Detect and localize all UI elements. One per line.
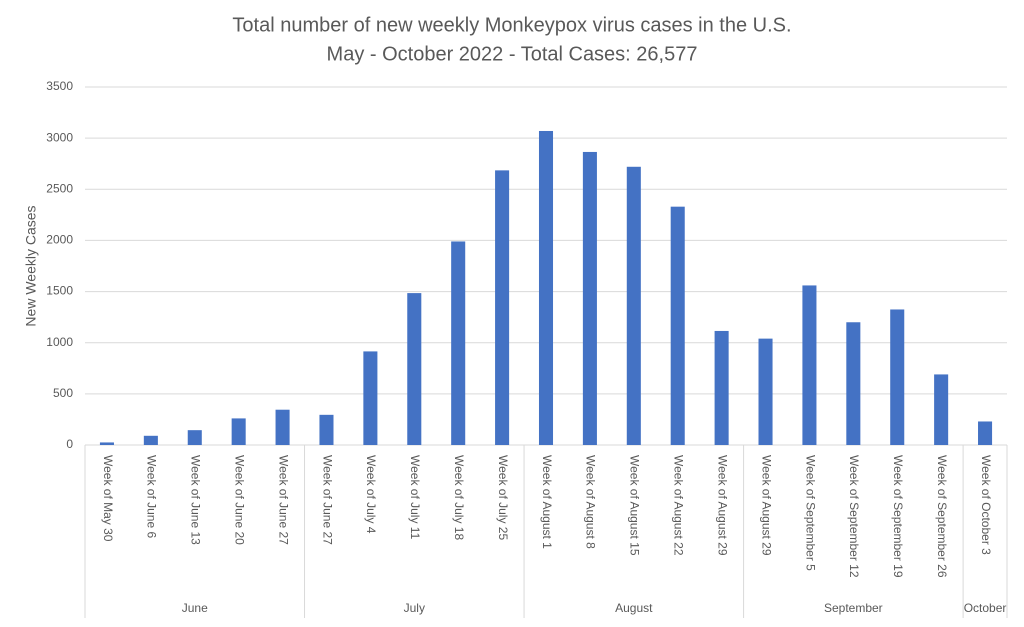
chart-subtitle: May - October 2022 - Total Cases: 26,577 (327, 43, 698, 65)
x-tick-label: Week of June 27 (276, 455, 290, 545)
x-tick-label: Week of September 19 (891, 455, 905, 578)
y-tick-label: 0 (66, 437, 73, 451)
x-tick-label: Week of August 29 (715, 455, 729, 556)
x-tick-label: Week of October 3 (979, 455, 993, 555)
x-tick-label: Week of September 5 (803, 455, 817, 571)
y-tick-label: 1500 (46, 284, 73, 298)
bar (934, 374, 949, 445)
x-tick-label: Week of August 8 (584, 455, 598, 549)
bar (890, 309, 905, 445)
y-tick-label: 3500 (46, 79, 73, 93)
bar (978, 421, 993, 445)
bar (495, 170, 510, 445)
bar (451, 241, 466, 445)
x-tick-label: Week of August 22 (672, 455, 686, 556)
bar (714, 330, 729, 445)
y-axis-label: New Weekly Cases (23, 205, 39, 326)
bar (670, 206, 685, 445)
bar (319, 414, 334, 445)
x-tick-label: Week of September 26 (935, 455, 949, 578)
bar (275, 409, 290, 445)
y-tick-label: 3000 (46, 130, 73, 144)
x-tick-label: Week of May 30 (101, 455, 115, 542)
bar (802, 285, 817, 445)
bar (231, 418, 246, 445)
bar (582, 151, 597, 446)
group-label: July (404, 601, 425, 615)
bar (626, 166, 641, 446)
x-tick-label: Week of June 20 (232, 455, 246, 545)
x-tick-label: Week of September 12 (847, 455, 861, 578)
group-label: October (964, 601, 1007, 615)
x-tick-label: Week of July 25 (496, 455, 510, 540)
y-tick-label: 1000 (46, 335, 73, 349)
x-tick-label: Week of July 11 (408, 455, 422, 540)
y-tick-label: 2500 (46, 181, 73, 195)
x-tick-label: Week of June 13 (189, 455, 203, 545)
x-tick-label: Week of June 27 (320, 455, 334, 545)
y-tick-label: 2000 (46, 233, 73, 247)
x-tick-label: Week of August 15 (628, 455, 642, 556)
chart-title: Total number of new weekly Monkeypox vir… (232, 14, 791, 36)
bar (99, 442, 114, 445)
x-tick-label: Week of June 6 (145, 455, 159, 538)
bar (187, 430, 202, 445)
x-tick-label: Week of July 4 (364, 455, 378, 534)
x-tick-label: Week of July 18 (452, 455, 466, 540)
group-label: September (824, 601, 883, 615)
x-tick-label: Week of August 29 (759, 455, 773, 556)
group-label: August (615, 601, 653, 615)
bar (758, 338, 773, 445)
y-tick-label: 500 (53, 386, 73, 400)
bar (407, 293, 422, 445)
bar (538, 130, 554, 446)
x-tick-label: Week of August 1 (540, 455, 554, 549)
bar (143, 435, 158, 445)
bar (363, 351, 378, 445)
group-label: June (182, 601, 208, 615)
bar (846, 322, 861, 445)
